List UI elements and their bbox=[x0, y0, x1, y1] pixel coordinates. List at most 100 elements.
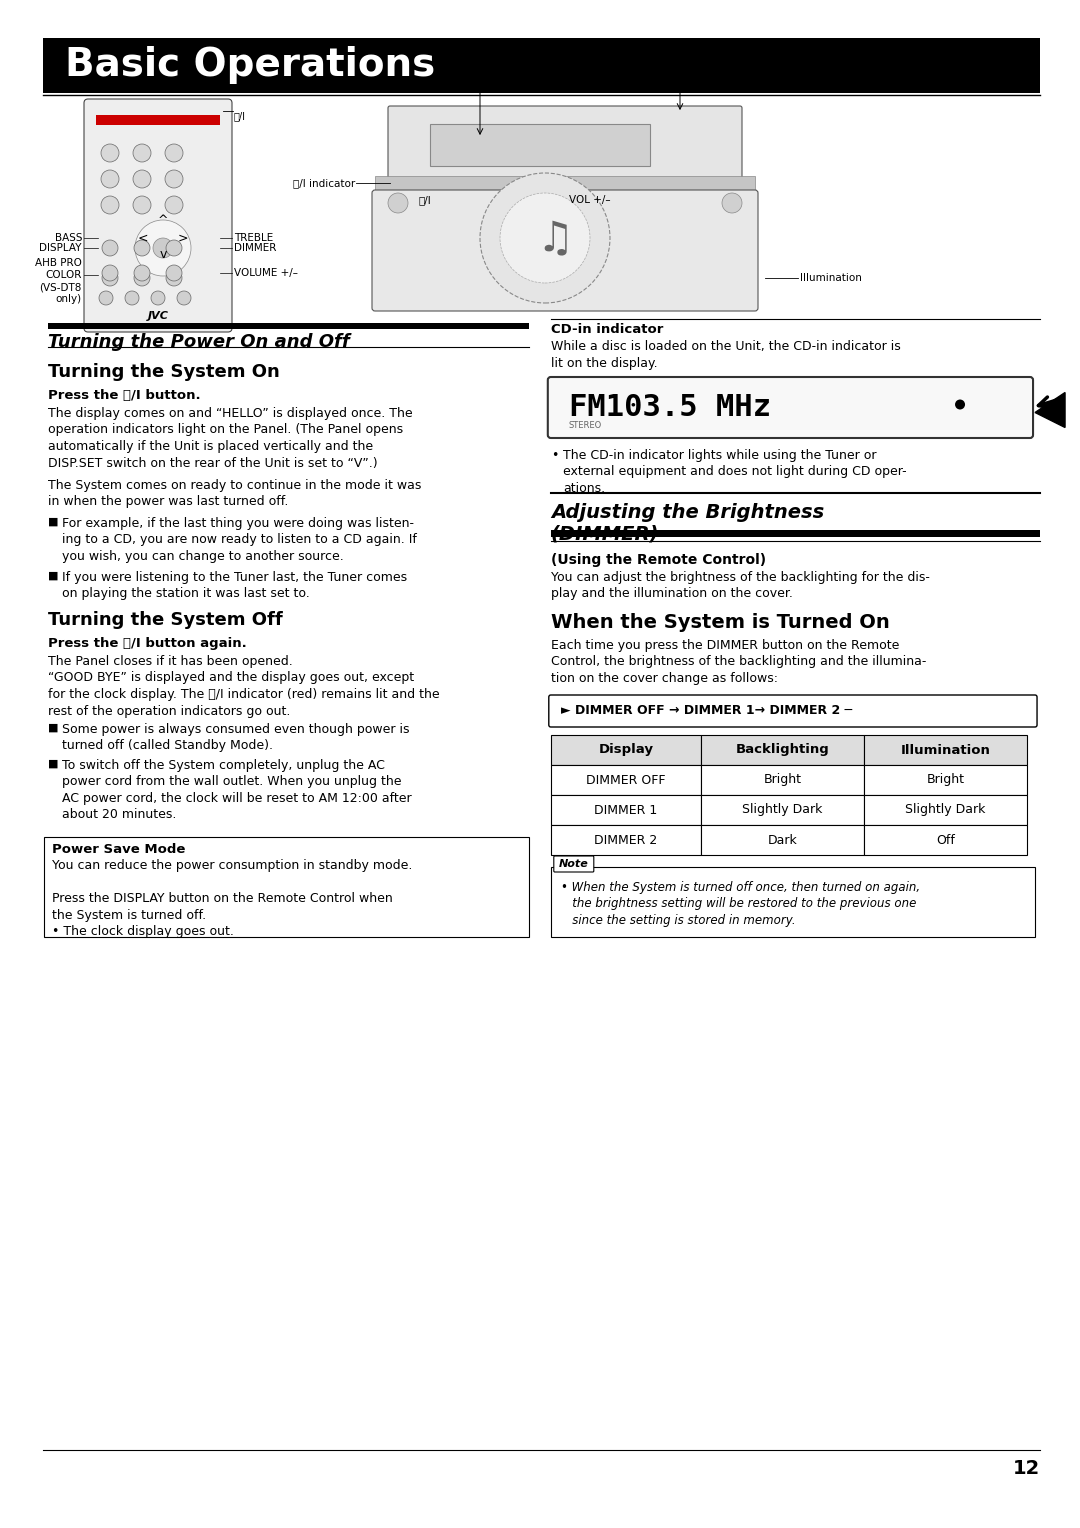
Circle shape bbox=[166, 270, 183, 286]
Circle shape bbox=[134, 240, 150, 257]
Circle shape bbox=[723, 193, 742, 212]
Text: DIMMER OFF: DIMMER OFF bbox=[586, 773, 665, 787]
Bar bbox=[551, 766, 701, 795]
Text: Press the ⏻/I button again.: Press the ⏻/I button again. bbox=[49, 637, 247, 649]
Circle shape bbox=[102, 264, 118, 281]
Text: >: > bbox=[178, 232, 188, 244]
Text: Power Save Mode: Power Save Mode bbox=[52, 843, 186, 856]
Bar bbox=[701, 825, 864, 856]
Text: Basic Operations: Basic Operations bbox=[65, 46, 435, 84]
Circle shape bbox=[102, 196, 119, 214]
Text: When the System is Turned On: When the System is Turned On bbox=[551, 613, 890, 633]
Circle shape bbox=[165, 170, 183, 188]
Text: While a disc is loaded on the Unit, the CD-in indicator is
lit on the display.: While a disc is loaded on the Unit, the … bbox=[551, 341, 901, 370]
Text: Adjusting the Brightness: Adjusting the Brightness bbox=[551, 503, 824, 523]
Circle shape bbox=[151, 290, 165, 306]
FancyBboxPatch shape bbox=[554, 856, 594, 872]
Text: Backlighting: Backlighting bbox=[735, 744, 829, 756]
Text: ■: ■ bbox=[49, 571, 58, 581]
Text: ► DIMMER OFF → DIMMER 1→ DIMMER 2 ─: ► DIMMER OFF → DIMMER 1→ DIMMER 2 ─ bbox=[561, 704, 852, 718]
Text: DISPLAY: DISPLAY bbox=[40, 243, 82, 254]
Text: The CD-in indicator lights while using the Tuner or
external equipment and does : The CD-in indicator lights while using t… bbox=[563, 449, 906, 495]
Text: VOL +/–: VOL +/– bbox=[569, 196, 611, 205]
Text: The Panel closes if it has been opened.
“GOOD BYE” is displayed and the display : The Panel closes if it has been opened. … bbox=[49, 656, 440, 718]
Text: For example, if the last thing you were doing was listen-
ing to a CD, you are n: For example, if the last thing you were … bbox=[63, 516, 417, 562]
Text: Bright: Bright bbox=[927, 773, 964, 787]
FancyBboxPatch shape bbox=[372, 189, 758, 312]
Text: 12: 12 bbox=[1013, 1459, 1040, 1478]
Text: Slightly Dark: Slightly Dark bbox=[742, 804, 823, 816]
Text: ■: ■ bbox=[49, 723, 58, 733]
Text: Illumination: Illumination bbox=[800, 274, 862, 283]
Bar bbox=[864, 735, 1027, 766]
Bar bbox=[551, 866, 1035, 937]
Text: Each time you press the DIMMER button on the Remote
Control, the brightness of t: Each time you press the DIMMER button on… bbox=[551, 639, 927, 685]
Bar bbox=[551, 735, 701, 766]
Text: You can adjust the brightness of the backlighting for the dis-
play and the illu: You can adjust the brightness of the bac… bbox=[551, 571, 930, 601]
Text: Operation indicators: Operation indicators bbox=[427, 76, 534, 86]
Circle shape bbox=[166, 240, 183, 257]
Text: Press the ⏻/I button.: Press the ⏻/I button. bbox=[49, 390, 201, 402]
Text: (Using the Remote Control): (Using the Remote Control) bbox=[551, 553, 766, 567]
Text: JVC: JVC bbox=[148, 312, 168, 321]
Text: • When the System is turned off once, then turned on again,
   the brightness se: • When the System is turned off once, th… bbox=[561, 882, 920, 927]
Text: The System comes on ready to continue in the mode it was
in when the power was l: The System comes on ready to continue in… bbox=[49, 478, 421, 509]
Bar bbox=[375, 176, 755, 189]
Text: DIMMER 1: DIMMER 1 bbox=[594, 804, 658, 816]
Circle shape bbox=[102, 170, 119, 188]
Circle shape bbox=[102, 270, 118, 286]
Text: (DIMMER): (DIMMER) bbox=[551, 526, 659, 544]
Text: DIMMER: DIMMER bbox=[234, 243, 276, 254]
Text: •: • bbox=[551, 449, 558, 461]
Text: FM103.5 MHz: FM103.5 MHz bbox=[569, 393, 771, 422]
Text: If you were listening to the Tuner last, the Tuner comes
on playing the station : If you were listening to the Tuner last,… bbox=[63, 571, 407, 601]
Text: ⏻/I indicator: ⏻/I indicator bbox=[293, 177, 355, 188]
Bar bbox=[551, 530, 1040, 536]
Circle shape bbox=[102, 144, 119, 162]
Bar bbox=[864, 825, 1027, 856]
Polygon shape bbox=[1035, 393, 1065, 428]
Circle shape bbox=[133, 144, 151, 162]
Text: You can reduce the power consumption in standby mode.

Press the DISPLAY button : You can reduce the power consumption in … bbox=[52, 859, 413, 938]
Bar bbox=[43, 38, 1040, 93]
Circle shape bbox=[133, 196, 151, 214]
Bar bbox=[701, 735, 864, 766]
Circle shape bbox=[165, 196, 183, 214]
Circle shape bbox=[99, 290, 113, 306]
Text: Turning the System On: Turning the System On bbox=[49, 364, 280, 380]
Circle shape bbox=[388, 193, 408, 212]
Text: COLOR: COLOR bbox=[45, 270, 82, 280]
Text: (VS-DT8: (VS-DT8 bbox=[40, 283, 82, 292]
Circle shape bbox=[500, 193, 590, 283]
Text: Note: Note bbox=[559, 859, 589, 869]
Bar bbox=[49, 322, 529, 329]
Text: ■: ■ bbox=[49, 759, 58, 769]
Text: AHB PRO: AHB PRO bbox=[36, 258, 82, 267]
Bar bbox=[551, 825, 701, 856]
Text: STEREO: STEREO bbox=[569, 422, 602, 429]
Text: To switch off the System completely, unplug the AC
power cord from the wall outl: To switch off the System completely, unp… bbox=[63, 759, 411, 822]
Circle shape bbox=[134, 270, 150, 286]
FancyBboxPatch shape bbox=[549, 695, 1037, 727]
Text: ⏻/I: ⏻/I bbox=[419, 196, 431, 205]
Circle shape bbox=[135, 220, 191, 277]
Circle shape bbox=[153, 238, 173, 258]
Bar bbox=[701, 795, 864, 825]
Text: Panel: Panel bbox=[666, 76, 694, 86]
Circle shape bbox=[480, 173, 610, 303]
Bar bbox=[96, 115, 220, 125]
Text: Turning the Power On and Off: Turning the Power On and Off bbox=[49, 333, 350, 351]
Bar bbox=[430, 124, 650, 167]
Text: Slightly Dark: Slightly Dark bbox=[905, 804, 985, 816]
Text: v: v bbox=[160, 249, 166, 261]
Circle shape bbox=[166, 264, 183, 281]
Text: ⏻/I: ⏻/I bbox=[234, 112, 246, 121]
FancyBboxPatch shape bbox=[388, 105, 742, 180]
Text: ■: ■ bbox=[49, 516, 58, 527]
Bar bbox=[551, 795, 701, 825]
Text: Some power is always consumed even though power is
turned off (called Standby Mo: Some power is always consumed even thoug… bbox=[63, 723, 409, 752]
Text: DIMMER 2: DIMMER 2 bbox=[594, 833, 658, 847]
Text: Display: Display bbox=[598, 744, 653, 756]
Text: Dark: Dark bbox=[768, 833, 797, 847]
Text: Off: Off bbox=[936, 833, 955, 847]
